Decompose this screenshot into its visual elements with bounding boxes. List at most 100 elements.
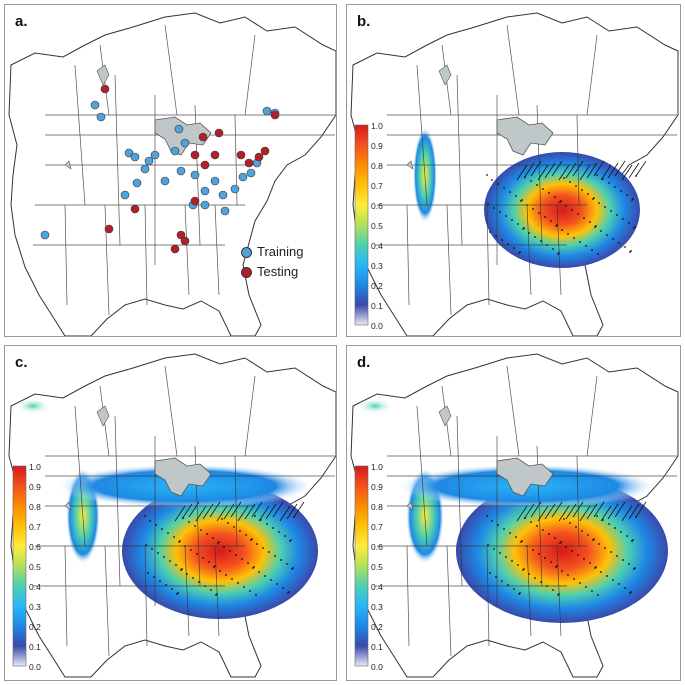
- stipple-dot: [247, 562, 249, 564]
- admin-border: [104, 545, 110, 657]
- training-point: [220, 206, 230, 216]
- stipple-dot: [293, 516, 295, 518]
- training-point: [176, 166, 186, 176]
- stipple-dot: [219, 570, 221, 572]
- stipple-dot: [278, 531, 280, 533]
- hatch-line: [600, 505, 612, 522]
- hatch-line: [614, 160, 626, 177]
- stipple-dot: [571, 550, 573, 552]
- hatch-line: [174, 505, 186, 522]
- stipple-dot: [598, 202, 600, 204]
- stipple-dot: [602, 519, 604, 521]
- colorbar-b: [354, 124, 369, 326]
- testing-point: [236, 150, 246, 160]
- colorbar-tick-label: 0.2: [371, 281, 383, 291]
- stipple-dot: [270, 579, 272, 581]
- hatch-line: [600, 164, 612, 181]
- stipple-dot: [495, 235, 497, 237]
- great-lakes-c: [154, 457, 212, 497]
- stipple-dot: [511, 560, 513, 562]
- admin-border: [526, 545, 532, 637]
- stipple-dot: [626, 535, 628, 537]
- training-point: [200, 200, 210, 210]
- testing-point: [130, 204, 140, 214]
- stipple-dot: [597, 594, 599, 596]
- training-point: [160, 176, 170, 186]
- training-point: [210, 176, 220, 186]
- hatch-line: [244, 503, 256, 520]
- stipple-dot: [628, 222, 630, 224]
- admin-border: [446, 204, 452, 316]
- colorbar-tick-label: 0.8: [371, 502, 383, 512]
- stipple-dot: [167, 532, 169, 534]
- stipple-dot: [495, 576, 497, 578]
- panel-c: c. 1.0 0.9 0.8 0.7 0.6 0.5 0.4 0.3 0.2 0.1 0.0: [4, 345, 337, 681]
- stipple-dot: [583, 217, 585, 219]
- training-point: [230, 184, 240, 194]
- panel-label-d: d.: [357, 354, 371, 371]
- stipple-dot: [552, 248, 554, 250]
- stipple-dot: [629, 251, 631, 253]
- stipple-dot: [520, 541, 522, 543]
- legend-testing: Testing: [241, 264, 298, 279]
- stipple-dot: [565, 205, 567, 207]
- colorbar-tick-label: 0.6: [29, 542, 41, 552]
- stipple-dot: [594, 567, 596, 569]
- training-point: [144, 156, 154, 166]
- stipple-dot: [620, 190, 622, 192]
- stipple-dot: [147, 572, 149, 574]
- colorbar-tick-label: 0.4: [371, 582, 383, 592]
- stipple-dot: [227, 522, 229, 524]
- stipple-dot: [540, 581, 542, 583]
- stipple-dot: [544, 216, 546, 218]
- training-point: [170, 146, 180, 156]
- stipple-dot: [598, 543, 600, 545]
- stipple-dot: [575, 185, 577, 187]
- stipple-dot: [550, 220, 552, 222]
- admin-border: [406, 545, 410, 647]
- stipple-dot: [555, 225, 557, 227]
- stipple-dot: [489, 572, 491, 574]
- stipple-dot: [628, 563, 630, 565]
- admin-border: [456, 415, 463, 587]
- stipple-dot: [563, 518, 565, 520]
- stipple-dot: [532, 549, 534, 551]
- admin-border: [526, 204, 532, 296]
- suitability-region: [456, 479, 668, 623]
- hatch-line: [202, 503, 214, 520]
- hatch-line: [544, 162, 556, 179]
- colorbar-tick-label: 0.7: [29, 522, 41, 532]
- admin-border: [506, 365, 520, 457]
- stipple-dot: [530, 521, 532, 523]
- hatch-line: [523, 162, 535, 179]
- suitability-region: [15, 398, 51, 414]
- stipple-dot: [264, 575, 266, 577]
- stipple-dot: [274, 555, 276, 557]
- hatch-line: [586, 162, 598, 179]
- stipple-dot: [633, 568, 635, 570]
- colorbar-tick-label: 0.0: [371, 321, 383, 331]
- training-point: [150, 150, 160, 160]
- stipple-dot: [583, 558, 585, 560]
- stipple-dot: [188, 521, 190, 523]
- training-point: [190, 170, 200, 180]
- colorbar-tick-label: 0.6: [371, 201, 383, 211]
- stipple-dot: [210, 589, 212, 591]
- hatch-line: [586, 503, 598, 520]
- stipple-dot: [544, 557, 546, 559]
- stipple-dot: [561, 570, 563, 572]
- hatch-line: [579, 164, 591, 181]
- stipple-dot: [620, 531, 622, 533]
- stipple-dot: [561, 229, 563, 231]
- admin-border: [486, 204, 490, 306]
- stipple-dot: [540, 240, 542, 242]
- stipple-dot: [567, 574, 569, 576]
- stipple-dot: [491, 520, 493, 522]
- training-dot-icon: [241, 247, 252, 259]
- testing-point: [254, 152, 264, 162]
- stipple-dot: [604, 206, 606, 208]
- stipple-dot: [577, 554, 579, 556]
- training-point: [218, 190, 228, 200]
- stipple-dot: [585, 245, 587, 247]
- stipple-dot: [157, 552, 159, 554]
